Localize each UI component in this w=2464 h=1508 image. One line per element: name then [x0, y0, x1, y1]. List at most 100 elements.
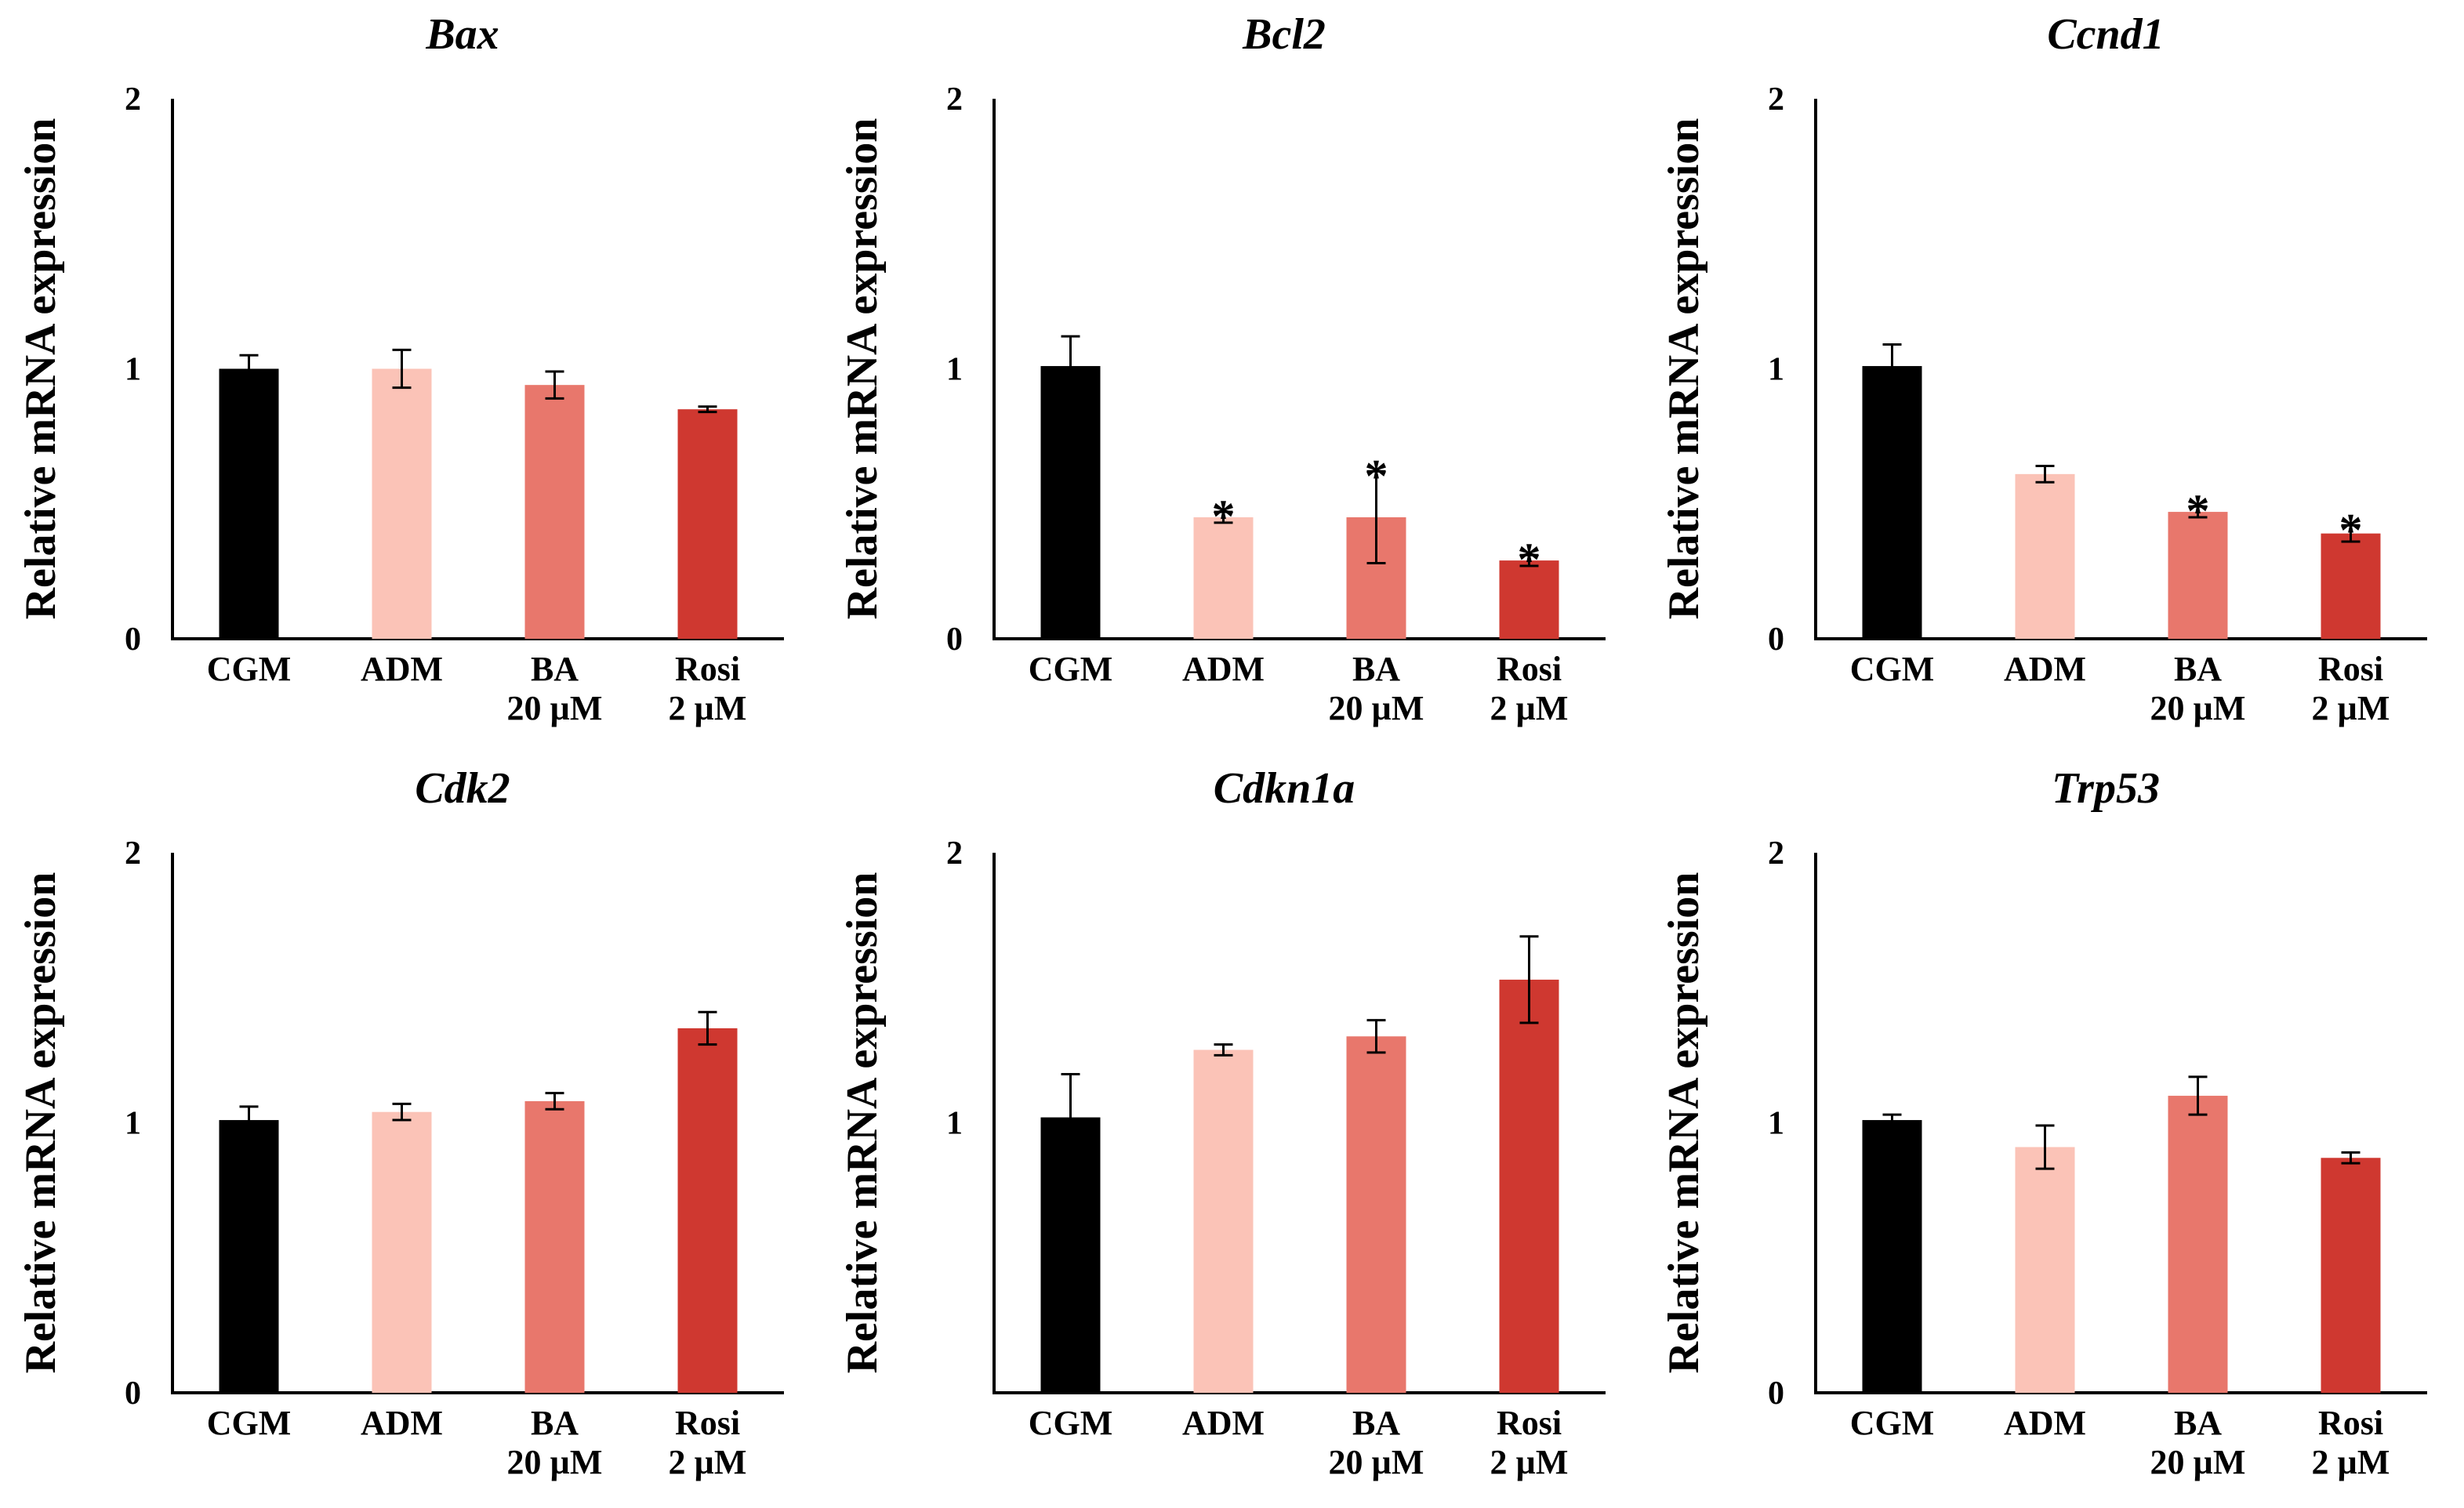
- bar: [219, 368, 279, 639]
- x-tick-label: Rosi: [1497, 650, 1562, 688]
- bar: [1193, 517, 1254, 639]
- y-tick-label: 0: [125, 622, 141, 658]
- y-tick-label: 2: [1768, 836, 1784, 872]
- x-tick-label: 20 µM: [507, 689, 603, 727]
- x-tick-label: 2 µM: [669, 1443, 747, 1481]
- bar: [2015, 1147, 2075, 1393]
- bar: [1040, 1117, 1101, 1393]
- x-tick-label: ADM: [361, 650, 443, 688]
- x-tick-label: ADM: [2004, 1404, 2086, 1442]
- bar: [2168, 1096, 2228, 1393]
- y-axis-label: Relative mRNA expression: [16, 872, 65, 1374]
- chart-title: Bcl2: [1242, 10, 1326, 59]
- bar: [2321, 1158, 2381, 1393]
- x-tick-label: BA: [1352, 650, 1400, 688]
- chart-title: Cdk2: [415, 764, 510, 813]
- bar: [524, 1100, 585, 1393]
- chart-title: Bax: [425, 10, 499, 59]
- bar: [677, 409, 738, 639]
- bar: [1346, 1036, 1406, 1393]
- x-tick-label: CGM: [207, 650, 292, 688]
- y-tick-label: 2: [1768, 82, 1784, 118]
- y-tick-label: 1: [1768, 1106, 1784, 1142]
- chart-trp53: Trp53 Relative mRNA expression 0 1 2 CGM ADM BA…: [1660, 764, 2427, 1481]
- x-tick-label: ADM: [2004, 650, 2086, 688]
- x-tick-label: 2 µM: [2312, 1443, 2390, 1481]
- x-tick-label: CGM: [207, 1404, 292, 1442]
- bar: [1862, 1120, 1922, 1393]
- x-tick-label: BA: [531, 650, 579, 688]
- bar: [2168, 512, 2228, 639]
- significance-marker: *: [2339, 504, 2363, 556]
- x-tick-label: ADM: [1182, 650, 1265, 688]
- y-tick-label: 0: [1768, 622, 1784, 658]
- x-tick-label: 20 µM: [1329, 1443, 1424, 1481]
- x-tick-label: ADM: [361, 1404, 443, 1442]
- x-tick-label: BA: [2174, 1404, 2222, 1442]
- significance-marker: *: [1365, 450, 1388, 502]
- x-tick-label: 20 µM: [2150, 1443, 2246, 1481]
- y-tick-label: 1: [125, 1106, 141, 1142]
- x-tick-label: 2 µM: [1490, 689, 1569, 727]
- x-tick-label: Rosi: [2318, 1404, 2383, 1442]
- y-axis-label: Relative mRNA expression: [16, 118, 65, 620]
- bar: [2321, 533, 2381, 639]
- significance-marker: *: [1212, 491, 1236, 542]
- chart-bcl2: Bcl2 Relative mRNA expression 0 1 2 CGM * ADM * B…: [838, 10, 1606, 727]
- bar: [1499, 979, 1559, 1393]
- chart-title: Trp53: [2052, 764, 2160, 813]
- x-tick-label: Rosi: [1497, 1404, 1562, 1442]
- bar: [1193, 1049, 1254, 1393]
- y-tick-label: 1: [946, 1106, 963, 1142]
- y-tick-label: 1: [125, 352, 141, 388]
- chart-title: Cdkn1a: [1214, 764, 1355, 813]
- x-tick-label: BA: [2174, 650, 2222, 688]
- x-tick-label: 20 µM: [2150, 689, 2246, 727]
- y-tick-label: 0: [946, 622, 963, 658]
- bar: [524, 385, 585, 639]
- significance-marker: *: [2186, 485, 2210, 537]
- x-tick-label: Rosi: [675, 650, 740, 688]
- bar: [677, 1028, 738, 1393]
- bar: [1040, 366, 1101, 639]
- chart-title: Ccnd1: [2047, 10, 2164, 59]
- x-tick-label: 2 µM: [669, 689, 747, 727]
- y-tick-label: 2: [125, 836, 141, 872]
- x-tick-label: BA: [531, 1404, 579, 1442]
- y-tick-label: 2: [946, 836, 963, 872]
- bar: [1499, 560, 1559, 639]
- bar: [219, 1120, 279, 1393]
- x-tick-label: ADM: [1182, 1404, 1265, 1442]
- x-tick-label: 2 µM: [2312, 689, 2390, 727]
- x-tick-label: BA: [1352, 1404, 1400, 1442]
- y-axis-label: Relative mRNA expression: [1660, 872, 1708, 1374]
- x-tick-label: CGM: [1850, 1404, 1935, 1442]
- chart-cdkn1a: Cdkn1a Relative mRNA expression 1 2 CGM ADM BA…: [838, 764, 1606, 1481]
- bar: [372, 1111, 432, 1393]
- bar: [1862, 366, 1922, 639]
- x-tick-label: 2 µM: [1490, 1443, 1569, 1481]
- x-tick-label: Rosi: [2318, 650, 2383, 688]
- chart-bax: Bax Relative mRNA expression 0 1 2 CGM ADM BA20…: [16, 10, 784, 727]
- x-tick-label: 20 µM: [1329, 689, 1424, 727]
- x-tick-label: CGM: [1029, 650, 1113, 688]
- x-tick-label: CGM: [1029, 1404, 1113, 1442]
- significance-marker: *: [1518, 534, 1541, 585]
- y-axis-label: Relative mRNA expression: [838, 872, 887, 1374]
- y-tick-label: 0: [1768, 1376, 1784, 1412]
- y-tick-label: 1: [946, 352, 963, 388]
- chart-ccnd1: Ccnd1 Relative mRNA expression 0 1 2 CGM ADM * B…: [1660, 10, 2427, 727]
- bar: [372, 368, 432, 639]
- y-tick-label: 2: [125, 82, 141, 118]
- x-tick-label: CGM: [1850, 650, 1935, 688]
- y-tick-label: 0: [125, 1376, 141, 1412]
- y-tick-label: 2: [946, 82, 963, 118]
- y-axis-label: Relative mRNA expression: [838, 118, 887, 620]
- bar: [2015, 473, 2075, 639]
- x-tick-label: 20 µM: [507, 1443, 603, 1481]
- y-axis-label: Relative mRNA expression: [1660, 118, 1708, 620]
- x-tick-label: Rosi: [675, 1404, 740, 1442]
- y-tick-label: 1: [1768, 352, 1784, 388]
